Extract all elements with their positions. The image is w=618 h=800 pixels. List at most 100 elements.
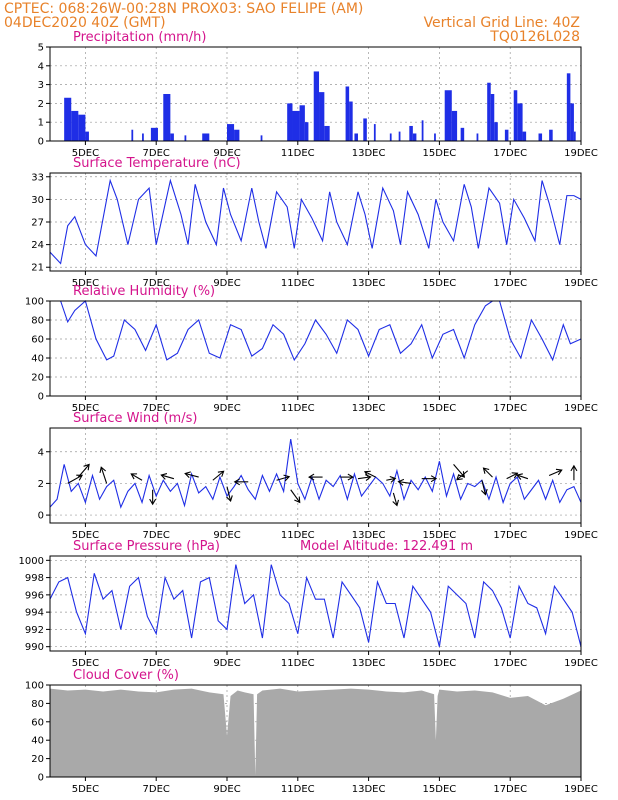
precip-bar: [409, 125, 413, 141]
precip-bar: [451, 110, 458, 141]
y-tick-label: 2: [38, 479, 44, 490]
precip-bar: [549, 129, 553, 141]
precip-bar: [345, 86, 350, 141]
x-tick-label: 9DEC: [213, 530, 240, 541]
wind-arrow-shaft: [456, 470, 469, 481]
y-tick-label: 60: [31, 717, 44, 728]
x-tick-label: 15DEC: [423, 530, 457, 541]
precip-bar: [513, 90, 518, 141]
precip-bar: [234, 129, 240, 141]
wind-arrow-head: [217, 470, 225, 477]
wind-arrow-head: [308, 473, 315, 481]
header-run-time: 04DEC2020 40Z (GMT): [4, 15, 166, 31]
header-grid-line: Vertical Grid Line: 40Z: [424, 15, 580, 31]
x-tick-label: 11DEC: [281, 784, 315, 795]
x-tick-label: 13DEC: [352, 148, 386, 159]
precip-bar: [85, 131, 89, 141]
x-tick-label: 17DEC: [493, 658, 527, 669]
wind-arrow: [99, 466, 108, 484]
precip-bar: [363, 118, 367, 141]
wind-arrow-head: [570, 464, 578, 472]
wind-arrow-head: [149, 498, 157, 506]
y-tick-label: 80: [31, 316, 44, 327]
wind-arrow-shaft: [357, 476, 371, 480]
precip-bar: [570, 103, 574, 141]
x-tick-label: 9DEC: [213, 784, 240, 795]
precip-bar: [412, 133, 417, 141]
y-tick-label: 0: [38, 511, 44, 522]
wind-arrow-shaft: [398, 481, 412, 484]
precip-bar: [444, 90, 452, 141]
wind-arrow: [149, 489, 157, 506]
wind-arrow-shaft: [161, 474, 175, 480]
precip-bar: [299, 105, 305, 141]
precip-bar: [313, 71, 320, 141]
precip-bar: [373, 124, 376, 141]
precip-bar: [150, 127, 158, 141]
panel-rh: Relative Humidity (%) 0 20 40 60 80 100 5DEC 7DE…: [25, 284, 598, 414]
x-tick-label: 19DEC: [564, 403, 598, 414]
precip-bar: [64, 97, 72, 141]
x-tick-label: 15DEC: [423, 278, 457, 289]
wind-arrow-head: [458, 471, 466, 478]
x-tick-label: 13DEC: [352, 784, 386, 795]
wind-arrow-head: [516, 473, 523, 480]
wind-arrow-shaft: [506, 472, 518, 480]
precip-bar: [421, 120, 424, 141]
wind-arrow: [570, 464, 578, 481]
wind-arrow-head: [363, 470, 371, 477]
y-tick-label: 998: [25, 573, 44, 584]
wind-arrow-shaft: [212, 470, 224, 481]
y-tick-label: 20: [31, 754, 44, 765]
wind-arrow: [212, 470, 225, 481]
wind-arrow: [397, 478, 412, 486]
precip-bar: [504, 129, 509, 141]
x-tick-label: 17DEC: [493, 278, 527, 289]
precip-bar: [487, 82, 491, 141]
precip-bar: [476, 133, 479, 141]
series-line-wind: [49, 438, 582, 509]
series-line-rh: [50, 300, 582, 362]
x-tick-label: 15DEC: [423, 784, 457, 795]
precip-bar: [460, 127, 465, 141]
precip-bar: [389, 133, 392, 141]
x-tick-label: 9DEC: [213, 278, 240, 289]
precip-bar: [566, 73, 571, 141]
x-tick-label: 13DEC: [352, 530, 386, 541]
precip-bar: [573, 131, 576, 141]
y-tick-label: 1: [38, 118, 44, 129]
panel-title-pressure: Surface Pressure (hPa): [73, 539, 220, 554]
precip-bar: [184, 135, 187, 141]
x-tick-label: 19DEC: [564, 278, 598, 289]
precip-bar: [78, 114, 86, 141]
precip-bar: [163, 94, 171, 141]
precip-bar: [398, 131, 401, 141]
wind-arrow: [363, 470, 376, 478]
x-tick-label: 7DEC: [143, 278, 170, 289]
precip-bar: [490, 94, 495, 141]
wind-arrow: [340, 473, 354, 481]
y-tick-label: 1000: [19, 556, 44, 567]
y-tick-label: 40: [31, 354, 44, 365]
wind-arrow-head: [430, 475, 438, 483]
x-tick-label: 15DEC: [423, 403, 457, 414]
x-tick-label: 5DEC: [72, 278, 99, 289]
precip-bar: [142, 133, 144, 141]
y-tick-label: 5: [38, 43, 44, 54]
precip-bar: [304, 122, 309, 141]
wind-arrow: [77, 463, 90, 478]
wind-arrow-head: [160, 473, 168, 480]
precip-bar: [517, 103, 523, 141]
y-tick-label: 992: [25, 625, 44, 636]
wind-arrow-shaft: [226, 486, 232, 502]
panel-title-precip: Precipitation (mm/h): [73, 30, 206, 45]
wind-arrow-shaft: [481, 480, 487, 495]
x-tick-label: 13DEC: [352, 658, 386, 669]
wind-arrow-head: [99, 466, 107, 474]
wind-arrow-head: [130, 473, 138, 480]
panel-frame-pressure: [49, 555, 582, 652]
wind-arrow-shaft: [77, 464, 90, 478]
wind-arrow: [392, 492, 400, 507]
y-tick-label: 4: [38, 61, 44, 72]
wind-arrow-shaft: [290, 489, 301, 503]
